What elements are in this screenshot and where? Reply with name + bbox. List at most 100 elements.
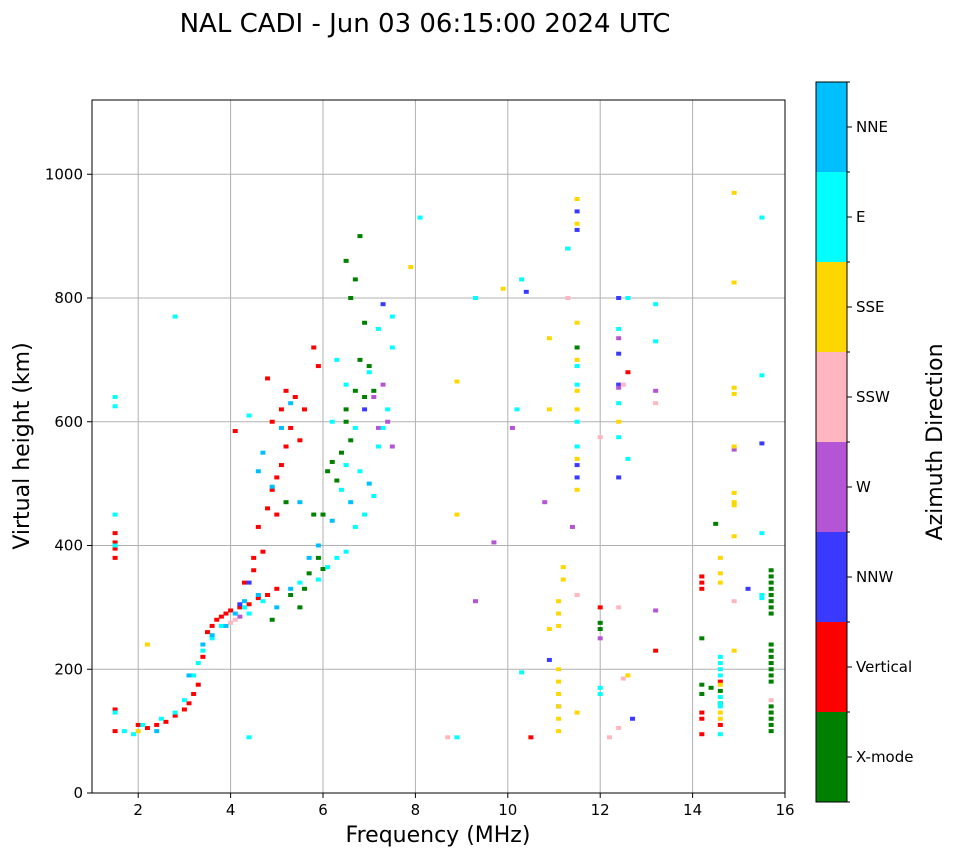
- data-point: [574, 382, 580, 387]
- data-point: [209, 633, 215, 638]
- data-point: [717, 716, 723, 721]
- y-tick-label: 1000: [45, 165, 83, 183]
- data-point: [408, 265, 414, 270]
- colorbar-label: Azimuth Direction: [923, 343, 948, 540]
- data-point: [135, 729, 141, 734]
- data-point: [214, 617, 220, 622]
- plot-frame: [91, 99, 786, 794]
- data-point: [172, 314, 178, 319]
- data-point: [232, 611, 238, 616]
- data-point: [112, 546, 118, 551]
- data-point: [546, 336, 552, 341]
- colorbar-frame: [815, 81, 848, 803]
- data-point: [556, 729, 562, 734]
- data-point: [454, 512, 460, 517]
- data-point: [731, 190, 737, 195]
- data-point: [181, 707, 187, 712]
- data-point: [768, 729, 774, 734]
- data-point: [768, 698, 774, 703]
- colorbar-segment: [816, 82, 847, 172]
- data-point: [717, 580, 723, 585]
- data-point: [574, 487, 580, 492]
- data-point: [653, 648, 659, 653]
- x-tick-label: 8: [411, 801, 421, 819]
- data-point: [556, 716, 562, 721]
- data-point: [186, 673, 192, 678]
- data-point: [329, 419, 335, 424]
- data-point: [389, 345, 395, 350]
- data-point: [209, 636, 215, 641]
- data-point: [389, 444, 395, 449]
- data-point: [352, 388, 358, 393]
- data-point: [343, 463, 349, 468]
- colorbar-label-text: NNE: [856, 118, 888, 136]
- data-point: [385, 407, 391, 412]
- data-point: [620, 382, 626, 387]
- data-point: [574, 357, 580, 362]
- data-point: [556, 704, 562, 709]
- data-point: [140, 722, 146, 727]
- data-point: [717, 661, 723, 666]
- data-point: [630, 716, 636, 721]
- data-point: [528, 735, 534, 740]
- data-point: [454, 735, 460, 740]
- data-point: [616, 296, 622, 300]
- series-ssw: [228, 296, 774, 740]
- data-point: [154, 729, 160, 734]
- data-point: [241, 605, 247, 610]
- data-point: [556, 623, 562, 628]
- data-point: [343, 419, 349, 424]
- data-point: [334, 555, 340, 560]
- data-point: [519, 277, 525, 282]
- data-point: [352, 277, 358, 282]
- data-point: [556, 679, 562, 684]
- data-point: [574, 320, 580, 325]
- data-point: [731, 385, 737, 390]
- data-point: [625, 370, 631, 375]
- data-point: [574, 227, 580, 232]
- data-point: [731, 500, 737, 505]
- series-vertical: [112, 345, 723, 740]
- data-point: [574, 209, 580, 214]
- data-point: [297, 605, 303, 610]
- data-point: [297, 438, 303, 443]
- data-point: [606, 735, 612, 740]
- data-point: [306, 571, 312, 576]
- data-point: [172, 710, 178, 715]
- data-point: [366, 364, 372, 369]
- data-point: [768, 679, 774, 684]
- data-point: [288, 586, 294, 591]
- colorbar-label-text: Vertical: [856, 658, 912, 676]
- data-point: [768, 568, 774, 573]
- series-e: [112, 215, 765, 740]
- data-point: [717, 682, 723, 687]
- data-point: [699, 682, 705, 687]
- data-point: [260, 450, 266, 455]
- data-point: [454, 379, 460, 384]
- data-point: [616, 351, 622, 356]
- data-point: [699, 710, 705, 715]
- data-point: [699, 716, 705, 721]
- data-point: [717, 654, 723, 659]
- data-point: [265, 506, 271, 511]
- data-point: [380, 382, 386, 387]
- data-point: [759, 373, 765, 378]
- data-point: [565, 246, 571, 251]
- data-point: [717, 667, 723, 672]
- data-point: [597, 692, 603, 696]
- series-x-mode: [269, 234, 774, 734]
- x-tick-label: 16: [775, 801, 794, 819]
- data-point: [288, 593, 294, 597]
- data-point: [542, 500, 548, 505]
- data-point: [338, 450, 344, 455]
- data-point: [158, 716, 164, 721]
- data-point: [597, 636, 603, 641]
- data-point: [255, 469, 261, 474]
- data-point: [371, 388, 377, 393]
- data-point: [574, 593, 580, 597]
- data-point: [717, 673, 723, 678]
- colorbar-segment: [816, 712, 847, 802]
- data-point: [731, 534, 737, 539]
- data-point: [731, 391, 737, 396]
- data-point: [768, 648, 774, 653]
